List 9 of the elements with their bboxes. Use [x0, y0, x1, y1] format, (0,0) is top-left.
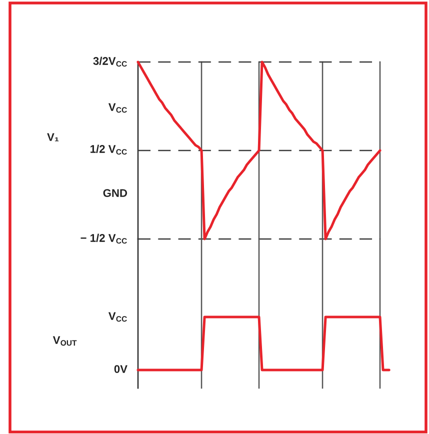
text: 3/2V$_{CC}$: [93, 56, 127, 67]
y-axis-title: V$_{OUT}$: [52, 336, 77, 346]
text: − 1/2 V$_{CC}$: [80, 234, 127, 244]
text: GND: [103, 189, 128, 197]
y-axis-title: V₁: [47, 133, 59, 142]
text: V$_{CC}$: [108, 103, 127, 113]
text: 1/2 V$_{CC}$: [90, 144, 127, 155]
text: 0V: [114, 365, 128, 373]
text: V$_{CC}$: [108, 312, 127, 322]
